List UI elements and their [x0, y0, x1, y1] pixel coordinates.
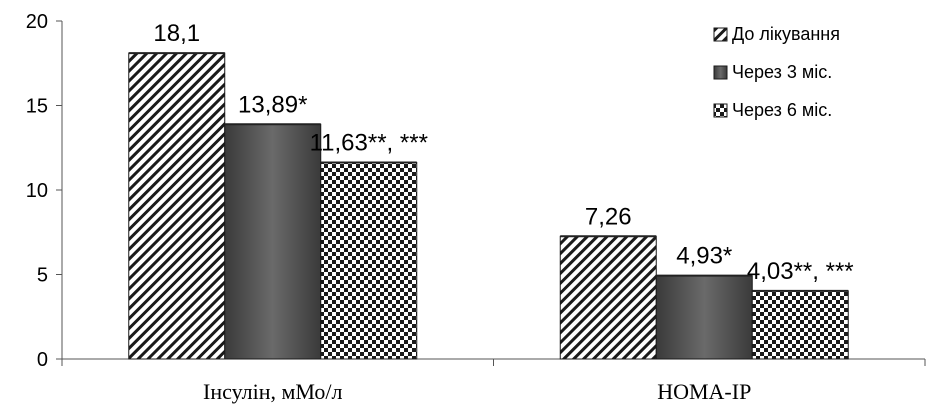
bars — [128, 52, 849, 360]
data-labels: 18,1 13,89*11,63**, *** 7,26 4,93* 4,03**, *… — [153, 20, 853, 285]
bar — [320, 161, 418, 360]
y-tick-label: 10 — [26, 180, 48, 202]
category-label: Інсулін, мМо/л — [203, 379, 343, 404]
legend-swatch — [713, 65, 728, 80]
y-tick-label: 5 — [37, 265, 48, 287]
category-label: HOMA-IP — [657, 379, 751, 404]
y-tick-label: 15 — [26, 96, 48, 118]
y-tick-label: 0 — [37, 349, 48, 371]
data-label: 11,63**, *** — [310, 129, 428, 156]
bar — [751, 290, 849, 360]
data-label: 7,26 — [585, 203, 632, 230]
bar — [128, 52, 226, 360]
legend-label: До лікування — [732, 24, 840, 44]
data-label: 18,1 — [153, 20, 200, 47]
data-label: 4,93* — [676, 243, 732, 270]
bar — [224, 123, 322, 360]
y-tick-label: 20 — [26, 11, 48, 33]
data-label: 13,89* — [238, 91, 307, 118]
bar — [655, 275, 753, 360]
legend-label: Через 6 міс. — [732, 100, 832, 120]
legend: До лікування Через 3 міс. Через 6 міс. — [713, 24, 840, 120]
data-label: 4,03**, *** — [747, 258, 854, 285]
legend-swatch — [713, 27, 728, 42]
legend-swatch — [713, 103, 728, 118]
legend-label: Через 3 міс. — [732, 62, 832, 82]
bar — [559, 235, 657, 360]
